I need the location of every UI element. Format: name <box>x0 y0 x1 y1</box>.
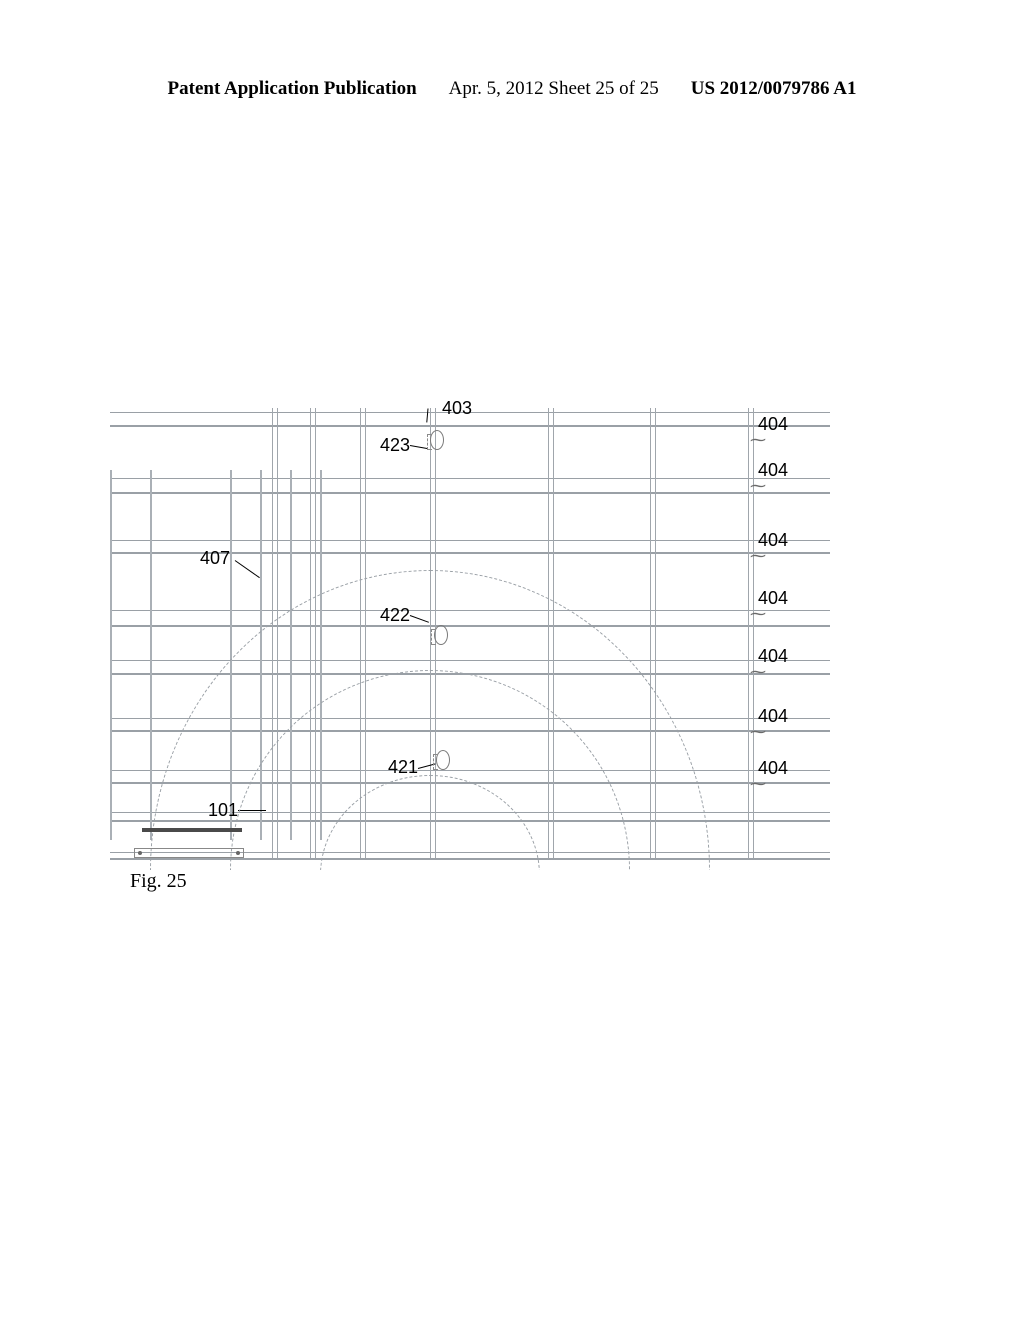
base-plate <box>134 848 244 858</box>
header-publication: Patent Application Publication <box>168 78 417 100</box>
figure-caption: Fig. 25 <box>130 870 187 893</box>
page: Patent Application Publication Apr. 5, 2… <box>0 0 1024 1320</box>
tilde-icon: ⁓ <box>750 722 766 742</box>
base-beam <box>142 828 242 832</box>
figure-25: 403423422421407101404⁓404⁓404⁓404⁓404⁓40… <box>110 400 830 870</box>
bolt-dot-icon <box>236 851 240 855</box>
tilde-icon: ⁓ <box>750 430 766 450</box>
header-pubnumber: US 2012/0079786 A1 <box>691 78 857 100</box>
left-structure-vline <box>150 470 152 840</box>
leader-line <box>410 445 428 449</box>
tilde-icon: ⁓ <box>750 774 766 794</box>
tilde-icon: ⁓ <box>750 604 766 624</box>
grid-hline <box>110 540 830 541</box>
header-date-sheet: Apr. 5, 2012 Sheet 25 of 25 <box>449 78 659 100</box>
tilde-icon: ⁓ <box>750 476 766 496</box>
page-header: Patent Application Publication Apr. 5, 2… <box>0 78 1024 100</box>
bolt-dot-icon <box>138 851 142 855</box>
ref-label-423: 423 <box>380 435 410 456</box>
leader-line <box>235 560 260 578</box>
tilde-icon: ⁓ <box>750 546 766 566</box>
left-structure-vline <box>110 470 112 840</box>
leader-line <box>426 408 428 422</box>
ref-label-403: 403 <box>442 400 472 419</box>
tilde-icon: ⁓ <box>750 662 766 682</box>
grid-hline <box>110 492 830 494</box>
pulley-icon <box>430 430 444 450</box>
grid-hline <box>110 478 830 479</box>
grid-hline <box>110 425 830 427</box>
ref-label-407: 407 <box>200 548 230 569</box>
header-row: Patent Application Publication Apr. 5, 2… <box>168 78 857 100</box>
